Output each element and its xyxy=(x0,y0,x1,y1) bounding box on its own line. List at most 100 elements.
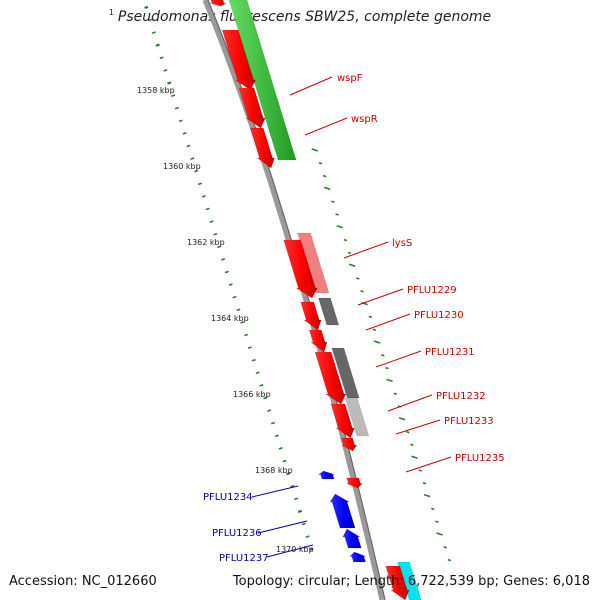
gene-arrow-PFLU1235 xyxy=(346,477,364,489)
cog-bar-light-gray xyxy=(344,397,370,437)
gene-label-wspR[interactable]: wspR xyxy=(351,114,378,125)
gene-arrow-PFLU1231 xyxy=(314,351,347,405)
ruler-tick xyxy=(423,493,431,498)
ruler-tick xyxy=(270,421,276,425)
ruler-tick xyxy=(186,144,191,148)
ruler-tick xyxy=(385,366,389,370)
ruler-tick xyxy=(311,148,319,152)
ruler-tick xyxy=(167,81,172,85)
leader-line xyxy=(405,456,452,473)
ruler-tick xyxy=(422,482,427,485)
ruler-tick xyxy=(406,430,410,434)
gene-arrow-PFLU1236 xyxy=(329,493,356,529)
kbp-label-1358: 1358 kbp xyxy=(137,86,175,95)
ruler-tick xyxy=(301,522,306,526)
gene-arrow-wspR xyxy=(238,87,266,129)
gene-arrow-PFLU1230 xyxy=(308,329,328,353)
genome-backbone xyxy=(202,0,385,600)
ruler-tick xyxy=(336,225,343,229)
ruler-tick xyxy=(360,290,364,293)
ruler-tick xyxy=(163,69,168,72)
ruler-tick xyxy=(282,459,287,463)
ruler-tick xyxy=(224,270,229,274)
accession-text: Accession: NC_012660 xyxy=(9,574,157,589)
gene-arrow-PFLU1237 xyxy=(342,528,362,549)
ruler-tick xyxy=(318,162,323,165)
ruler-tick xyxy=(217,245,222,249)
ruler-tick xyxy=(435,520,439,523)
gene-arrow-PFLU1234 xyxy=(317,470,335,480)
gene-label-PFLU1232[interactable]: PFLU1232 xyxy=(436,391,486,402)
kbp-ruler-left xyxy=(144,5,314,551)
ruler-tick xyxy=(159,56,164,60)
ruler-tick xyxy=(244,333,249,337)
gene-label-wspF[interactable]: wspF xyxy=(337,73,363,84)
ruler-tick xyxy=(309,547,314,551)
ruler-tick xyxy=(267,409,272,412)
ruler-tick xyxy=(213,232,218,236)
ruler-tick xyxy=(398,417,406,421)
ruler-tick xyxy=(430,507,435,511)
gene-label-PFLU1236[interactable]: PFLU1236 xyxy=(212,528,262,539)
leader-line xyxy=(289,76,333,96)
ruler-tick xyxy=(436,532,443,536)
gene-label-PFLU1230[interactable]: PFLU1230 xyxy=(414,310,464,321)
gene-arrow xyxy=(349,551,366,563)
gene-label-PFLU1229[interactable]: PFLU1229 xyxy=(407,285,457,296)
cog-bar-gray xyxy=(318,297,340,326)
gene-label-lysS[interactable]: lysS xyxy=(392,238,412,249)
kbp-label-1364: 1364 kbp xyxy=(211,314,249,323)
gene-label-PFLU1231[interactable]: PFLU1231 xyxy=(425,347,475,358)
ruler-tick xyxy=(286,471,291,476)
ruler-tick xyxy=(232,295,237,299)
leader-line xyxy=(395,419,441,435)
ruler-tick xyxy=(372,328,377,331)
ruler-tick xyxy=(197,182,203,186)
ruler-tick xyxy=(228,283,233,286)
gene-label-PFLU1235[interactable]: PFLU1235 xyxy=(455,453,505,464)
gene-arrow xyxy=(209,0,227,7)
gene-label-PFLU1234[interactable]: PFLU1234 xyxy=(203,492,253,503)
ruler-tick xyxy=(174,106,179,110)
ruler-tick xyxy=(297,509,303,514)
ruler-tick xyxy=(331,200,335,203)
cog-bar-gray xyxy=(331,347,360,399)
ruler-tick xyxy=(418,469,423,472)
leader-line xyxy=(343,241,389,259)
kbp-label-1370: 1370 kbp xyxy=(276,545,314,554)
ruler-tick xyxy=(386,378,393,383)
gene-label-PFLU1237[interactable]: PFLU1237 xyxy=(219,553,269,564)
ruler-tick xyxy=(221,258,226,261)
ruler-tick xyxy=(151,31,156,34)
cog-track xyxy=(228,0,422,600)
gene-arrow xyxy=(385,565,410,600)
ruler-tick xyxy=(236,308,241,312)
leader-line xyxy=(365,313,411,331)
ruler-tick xyxy=(411,455,418,459)
leader-line xyxy=(357,288,404,306)
ruler-tick xyxy=(144,5,149,10)
ruler-tick xyxy=(373,340,381,344)
ruler-tick xyxy=(263,396,268,400)
ruler-tick xyxy=(182,132,187,135)
ruler-tick xyxy=(447,558,452,562)
ruler-tick xyxy=(251,358,256,362)
ruler-tick xyxy=(443,546,447,549)
ruler-tick xyxy=(278,447,283,450)
kbp-label-1366: 1366 kbp xyxy=(233,390,271,399)
reverse-genes-track xyxy=(317,470,366,563)
ruler-tick xyxy=(178,119,183,123)
ruler-tick xyxy=(322,174,327,178)
ruler-tick xyxy=(290,484,295,488)
forward-genes-track xyxy=(209,0,410,600)
ruler-tick xyxy=(190,157,195,160)
gene-arrow-PFLU1233 xyxy=(341,437,358,452)
tick-ruler-right xyxy=(311,148,452,562)
ruler-tick xyxy=(335,213,339,216)
gene-label-PFLU1233[interactable]: PFLU1233 xyxy=(444,416,494,427)
ruler-tick xyxy=(348,263,356,267)
ruler-tick xyxy=(247,346,252,349)
ruler-tick xyxy=(393,392,398,395)
leader-line xyxy=(304,117,348,136)
gene-arrow-lysS xyxy=(283,239,318,299)
